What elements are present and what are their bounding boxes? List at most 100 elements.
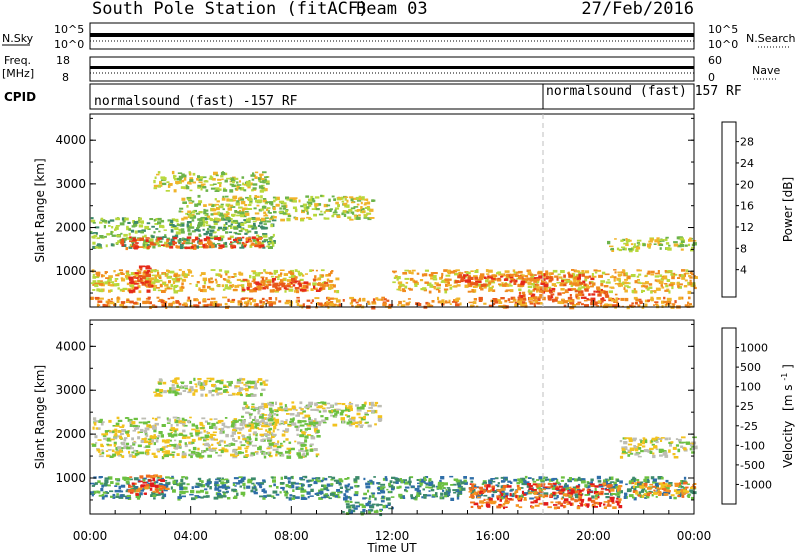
velocity-scatter-cell — [206, 432, 210, 434]
velocity-scatter-cell — [243, 487, 246, 490]
power-scatter-cell — [545, 289, 551, 293]
velocity-scatter-cell — [218, 387, 223, 390]
velocity-scatter-cell — [205, 438, 210, 441]
power-scatter-cell — [428, 304, 434, 308]
power-scatter-cell — [148, 296, 151, 299]
velocity-scatter-cell — [288, 441, 292, 444]
power-scatter-cell — [144, 234, 147, 238]
power-scatter-cell — [274, 285, 278, 289]
velocity-scatter-cell — [476, 496, 481, 499]
power-scatter-cell — [204, 214, 208, 217]
velocity-scatter-cell — [518, 506, 523, 509]
power-scatter-cell — [252, 172, 255, 176]
power-scatter-cell — [224, 287, 229, 290]
velocity-scatter-cell — [507, 485, 512, 488]
velocity-scatter-cell — [299, 401, 303, 405]
power-scatter-cell — [187, 181, 190, 185]
freq-label-2: [MHz] — [2, 67, 34, 80]
power-scatter-cell — [302, 288, 307, 292]
velocity-scatter-cell — [374, 401, 379, 405]
velocity-scatter-cell — [261, 418, 265, 422]
power-scatter-cell — [305, 285, 309, 289]
power-scatter-cell — [200, 187, 203, 191]
velocity-scatter-cell — [272, 444, 278, 448]
velocity-scatter-cell — [608, 476, 613, 481]
velocity-scatter-cell — [221, 485, 226, 489]
velocity-scatter-cell — [119, 449, 122, 451]
power-scatter-cell — [331, 215, 335, 218]
velocity-scatter-cell — [244, 447, 249, 450]
power-scatter-cell — [207, 227, 210, 231]
velocity-scatter-cell — [414, 497, 418, 501]
velocity-scatter-cell — [349, 496, 352, 501]
velocity-scatter-cell — [250, 489, 254, 493]
velocity-scatter-cell — [182, 434, 188, 437]
velocity-scatter-cell — [275, 451, 281, 455]
power-scatter-cell — [506, 275, 511, 278]
power-scatter-cell — [94, 296, 100, 299]
power-scatter-cell — [396, 277, 399, 281]
power-scatter-cell — [636, 275, 640, 278]
velocity-scatter-cell — [181, 423, 185, 426]
power-scatter-cell — [526, 269, 531, 272]
velocity-scatter-cell — [154, 422, 159, 426]
velocity-scatter-cell — [272, 429, 275, 433]
velocity-scatter-cell — [540, 484, 545, 487]
velocity-scatter-cell — [523, 493, 527, 496]
power-scatter-cell — [231, 244, 236, 247]
power-scatter-cell — [297, 282, 302, 285]
power-scatter-cell — [264, 220, 267, 223]
power-scatter-cell — [441, 272, 444, 277]
power-scatter-cell — [219, 244, 223, 248]
power-scatter-cell — [108, 282, 111, 285]
velocity-scatter-cell — [145, 434, 149, 437]
velocity-scatter-cell — [314, 492, 317, 495]
power-scatter-cell — [97, 245, 101, 248]
velocity-scatter-cell — [168, 481, 171, 485]
power-scatter-cell — [601, 299, 604, 303]
velocity-scatter-cell — [195, 482, 200, 485]
velocity-scatter-cell — [107, 476, 113, 480]
velocity-scatter-cell — [252, 418, 255, 421]
velocity-scatter-cell — [324, 477, 328, 481]
power-scatter-cell — [467, 276, 471, 280]
power-scatter-cell — [662, 239, 665, 241]
velocity-scatter-cell — [249, 416, 252, 419]
power-scatter-cell — [183, 177, 187, 181]
velocity-scatter-cell — [287, 408, 293, 411]
power-scatter-cell — [229, 198, 233, 202]
velocity-scatter-cell — [494, 477, 499, 480]
power-scatter-cell — [464, 279, 468, 283]
power-scatter-cell — [458, 272, 464, 274]
power-scatter-cell — [512, 298, 517, 302]
power-scatter-cell — [259, 175, 262, 178]
power-scatter-cell — [130, 229, 135, 233]
velocity-scatter-cell — [400, 479, 404, 484]
power-scatter-cell — [570, 299, 575, 303]
velocity-scatter-cell — [153, 455, 158, 458]
velocity-scatter-cell — [137, 444, 142, 448]
velocity-scatter-cell — [116, 416, 120, 420]
velocity-scatter-cell — [369, 479, 373, 482]
velocity-scatter-cell — [252, 444, 257, 447]
velocity-scatter-cell — [239, 441, 243, 444]
velocity-scatter-cell — [616, 502, 620, 506]
power-scatter-cell — [547, 295, 551, 299]
velocity-scatter-cell — [120, 433, 124, 435]
velocity-scatter-cell — [209, 418, 213, 421]
power-scatter-cell — [252, 278, 256, 282]
velocity-scatter-cell — [328, 476, 332, 478]
power-scatter-cell — [215, 273, 220, 277]
power-scatter-cell — [673, 243, 679, 247]
power-scatter-cell — [279, 269, 285, 271]
velocity-scatter-cell — [171, 384, 175, 387]
velocity-scatter-cell — [253, 490, 257, 493]
velocity-scatter-cell — [536, 486, 541, 490]
velocity-scatter-cell — [184, 442, 187, 445]
velocity-scatter-cell — [271, 476, 274, 479]
velocity-scatter-cell — [542, 484, 545, 487]
power-scatter-cell — [96, 288, 101, 292]
velocity-scatter-cell — [506, 484, 509, 486]
velocity-scatter-cell — [181, 436, 187, 439]
velocity-scatter-cell — [300, 494, 305, 497]
